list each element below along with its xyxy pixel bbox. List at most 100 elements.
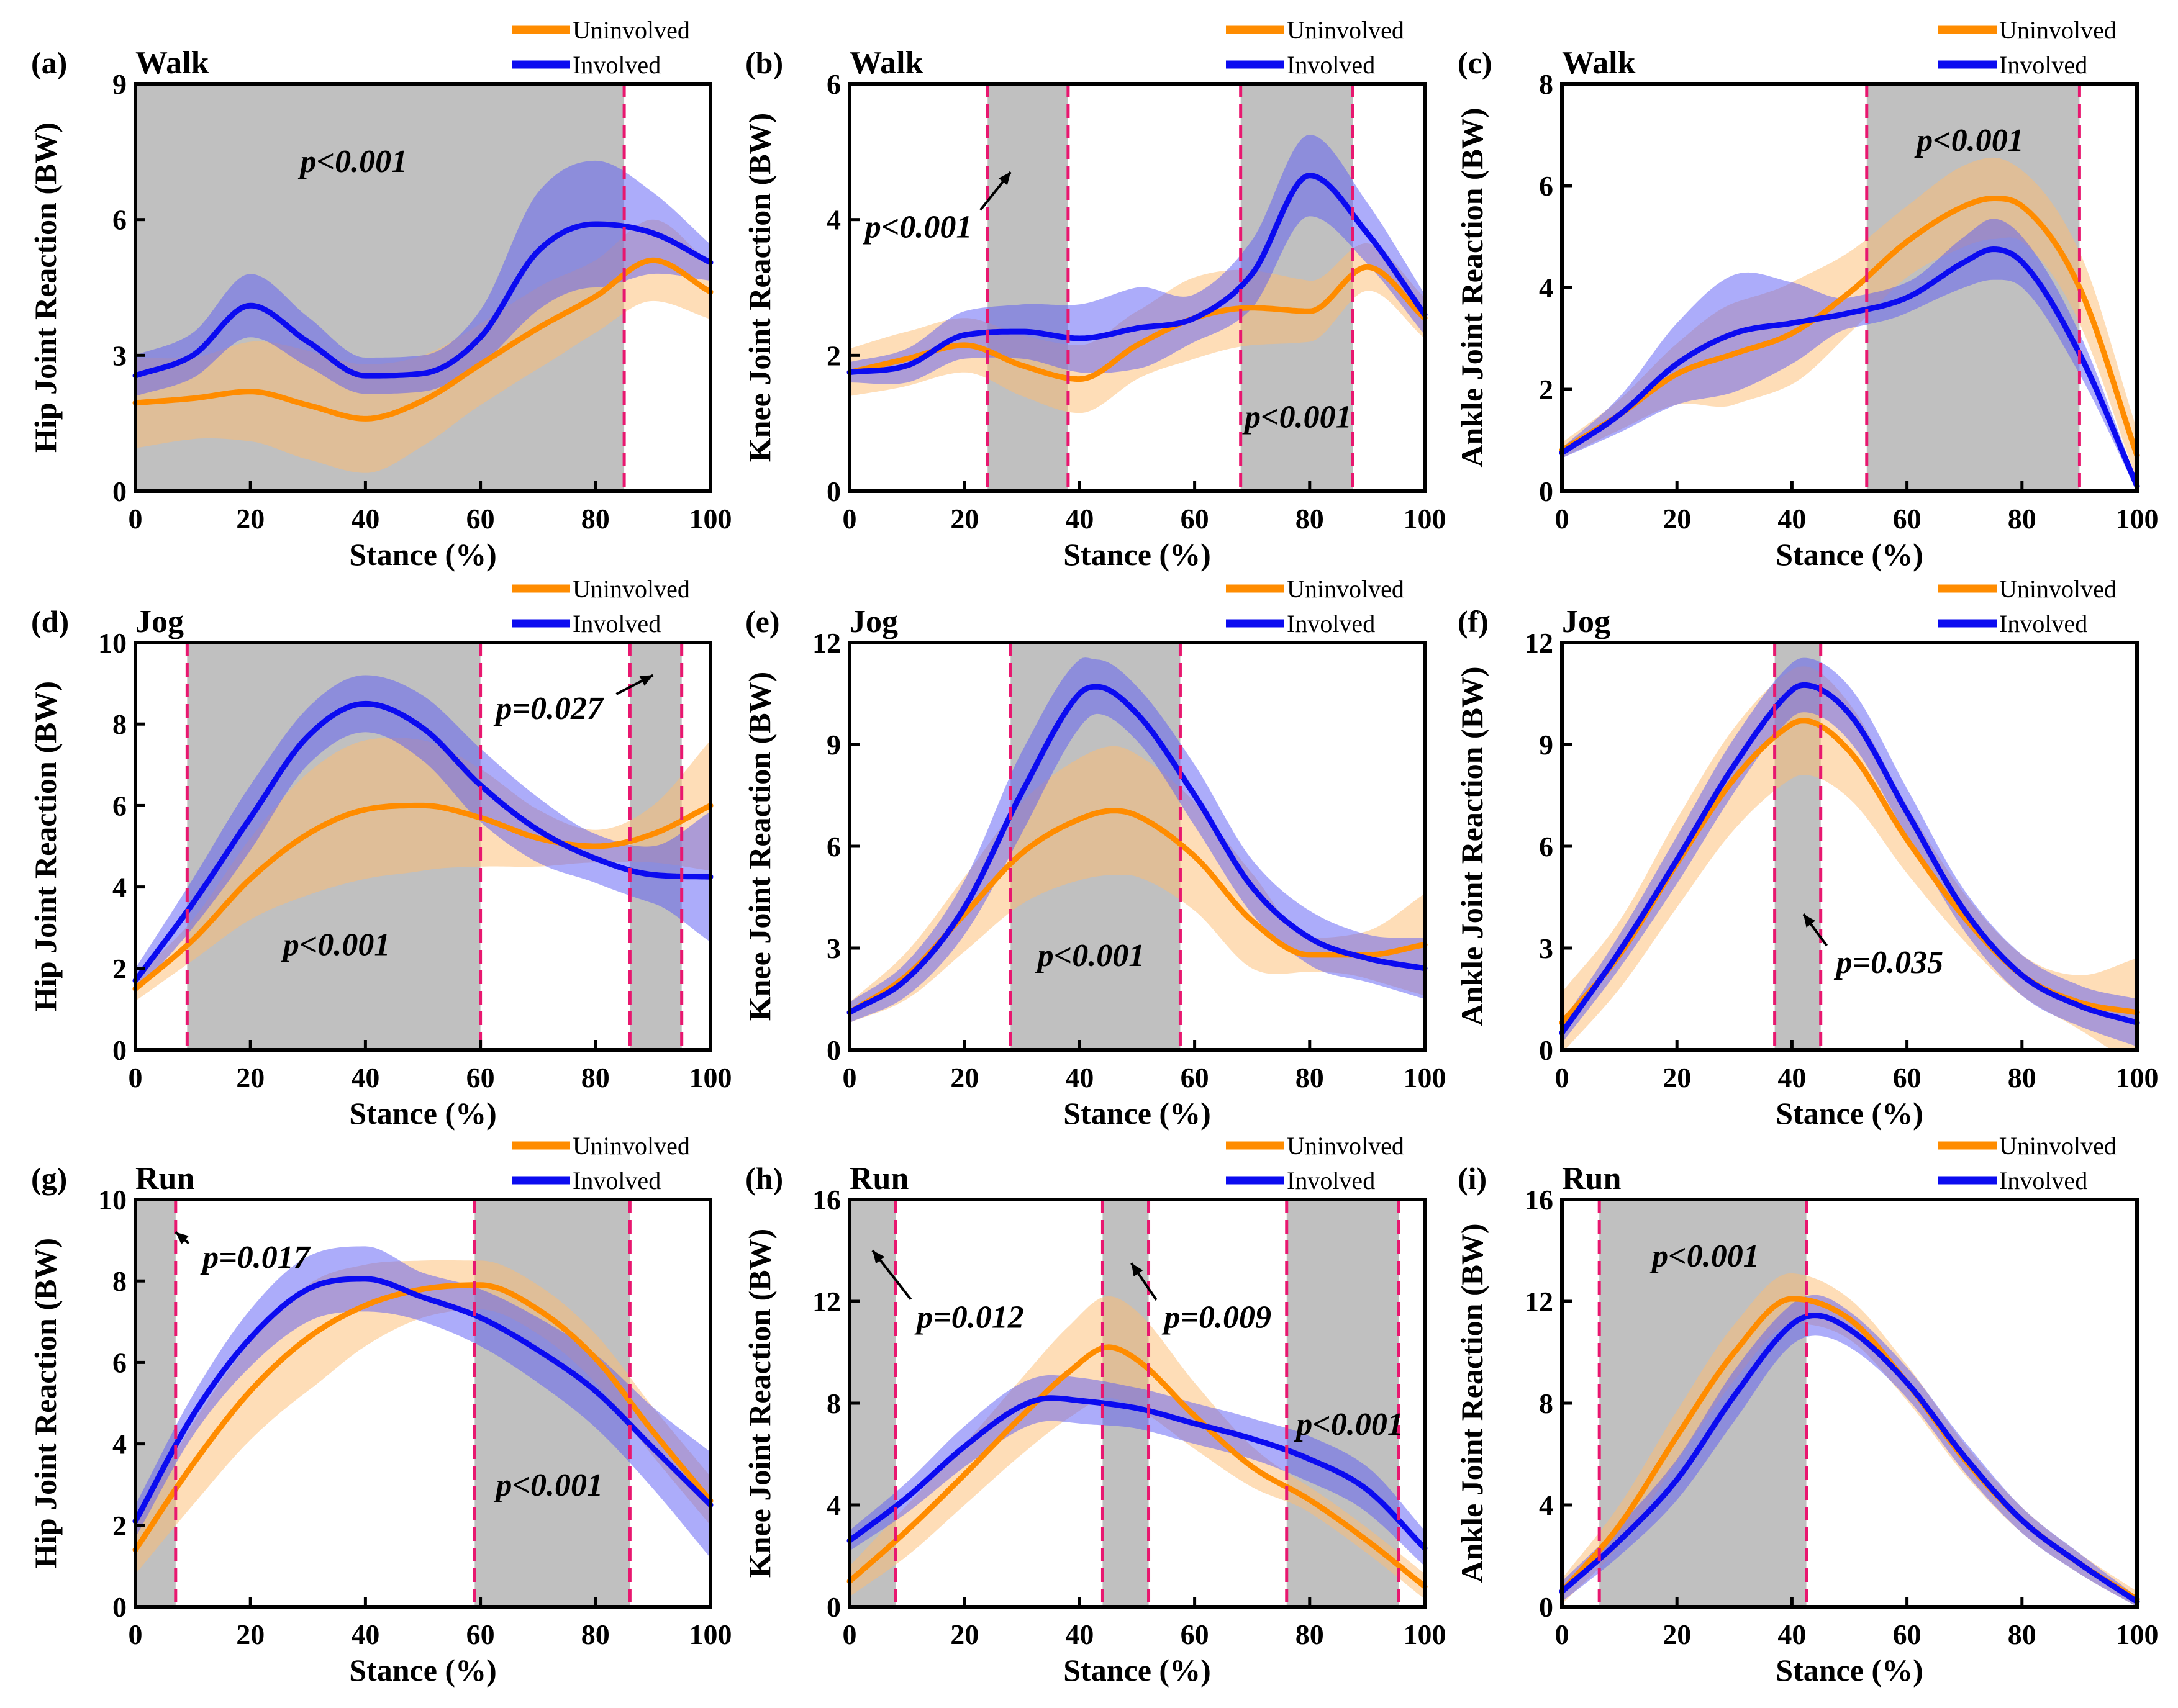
panel-label: (d) bbox=[31, 604, 69, 639]
y-tick-label: 12 bbox=[1525, 1286, 1553, 1317]
panel-label: (g) bbox=[31, 1161, 67, 1196]
y-tick-label: 0 bbox=[1539, 476, 1553, 507]
panel-label: (c) bbox=[1458, 45, 1492, 80]
legend-involved-label: Involved bbox=[573, 51, 661, 79]
panel-i: 0 20 40 60 80 100 0 4 8 12 16 Stance (%) Ankle Joint… bbox=[1454, 1132, 2159, 1688]
x-tick-label: 0 bbox=[129, 1062, 143, 1093]
panel-h: 0 20 40 60 80 100 0 4 8 12 16 Stance (%) Knee Joint … bbox=[742, 1132, 1446, 1688]
y-tick-label: 6 bbox=[112, 790, 127, 821]
x-tick-label: 40 bbox=[1065, 1619, 1094, 1650]
uninvolved-series-line bbox=[132, 802, 714, 992]
involved-series-line bbox=[846, 684, 1428, 1016]
x-axis-label: Stance (%) bbox=[1776, 1653, 1923, 1688]
y-tick-label: 9 bbox=[1539, 729, 1553, 761]
axes-frame bbox=[848, 82, 1427, 493]
panel-title: Walk bbox=[1562, 45, 1636, 81]
shaded-region bbox=[987, 84, 1068, 491]
x-tick-label: 100 bbox=[1404, 503, 1446, 535]
y-tick-label: 12 bbox=[1525, 627, 1553, 659]
p-value-annotation: p<0.001 bbox=[298, 144, 408, 179]
involved-sd-band bbox=[850, 657, 1425, 1023]
x-tick-label: 100 bbox=[2116, 1619, 2159, 1650]
legend-uninvolved-label: Uninvolved bbox=[1999, 1132, 2117, 1160]
x-axis-label: Stance (%) bbox=[1063, 1096, 1210, 1131]
annotation-arrowhead bbox=[873, 1250, 885, 1264]
y-axis-label: Knee Joint Reaction (BW) bbox=[742, 1229, 777, 1578]
x-tick-label: 20 bbox=[950, 503, 979, 535]
panel-g: 0 20 40 60 80 100 0 2 4 6 8 10 Stance (%) Hip Joint R… bbox=[28, 1132, 732, 1688]
x-tick-label: 60 bbox=[466, 503, 495, 535]
x-tick-label: 80 bbox=[1295, 1062, 1324, 1093]
x-tick-label: 60 bbox=[1181, 1062, 1209, 1093]
x-tick-label: 100 bbox=[2116, 503, 2159, 535]
x-tick-label: 40 bbox=[1065, 1062, 1094, 1093]
y-tick-label: 16 bbox=[1525, 1184, 1553, 1216]
y-axis-label: Knee Joint Reaction (BW) bbox=[742, 113, 777, 462]
legend-uninvolved-label: Uninvolved bbox=[573, 575, 690, 603]
involved-series-line bbox=[846, 173, 1428, 376]
x-tick-label: 60 bbox=[1893, 1619, 1922, 1650]
axes-frame bbox=[134, 1198, 712, 1609]
involved-series-line bbox=[1559, 682, 2140, 1036]
panel-title: Jog bbox=[135, 604, 184, 639]
legend-uninvolved-label: Uninvolved bbox=[573, 16, 690, 44]
y-tick-label: 6 bbox=[112, 204, 127, 236]
legend-involved-label: Involved bbox=[1287, 610, 1375, 638]
y-tick-label: 4 bbox=[1539, 272, 1553, 304]
y-tick-label: 8 bbox=[1539, 68, 1553, 100]
y-tick-label: 2 bbox=[1539, 374, 1553, 405]
x-tick-label: 40 bbox=[351, 503, 379, 535]
y-tick-label: 16 bbox=[812, 1184, 841, 1216]
p-value-annotation: p=0.035 bbox=[1833, 945, 1943, 980]
legend-uninvolved-label: Uninvolved bbox=[1287, 16, 1404, 44]
x-tick-label: 60 bbox=[466, 1062, 495, 1093]
p-value-annotation: p<0.001 bbox=[1035, 938, 1145, 974]
involved-series-line bbox=[132, 221, 714, 379]
y-axis-label: Ankle Joint Reaction (BW) bbox=[1454, 666, 1489, 1026]
y-tick-label: 0 bbox=[827, 1591, 841, 1623]
y-axis-label: Hip Joint Reaction (BW) bbox=[28, 122, 63, 453]
x-tick-label: 40 bbox=[1777, 1619, 1806, 1650]
x-tick-label: 0 bbox=[843, 1619, 857, 1650]
annotation-arrowhead bbox=[175, 1232, 189, 1245]
p-value-annotation: p<0.001 bbox=[493, 1468, 603, 1503]
legend-uninvolved-label: Uninvolved bbox=[1287, 575, 1404, 603]
x-tick-label: 0 bbox=[1555, 1619, 1569, 1650]
y-tick-label: 0 bbox=[827, 1034, 841, 1066]
y-tick-label: 4 bbox=[827, 204, 841, 236]
legend-involved-label: Involved bbox=[1999, 610, 2087, 638]
panel-label: (e) bbox=[745, 604, 780, 639]
y-axis-label: Ankle Joint Reaction (BW) bbox=[1454, 107, 1489, 467]
involved-sd-band bbox=[1562, 219, 2137, 491]
y-tick-label: 3 bbox=[1539, 933, 1553, 964]
panel-a: 0 20 40 60 80 100 0 3 6 9 Stance (%) Hip Joint Reac… bbox=[28, 16, 732, 572]
x-tick-label: 20 bbox=[950, 1619, 979, 1650]
x-axis-label: Stance (%) bbox=[349, 1653, 496, 1688]
x-tick-label: 20 bbox=[950, 1062, 979, 1093]
y-tick-label: 4 bbox=[1539, 1489, 1553, 1521]
x-tick-label: 100 bbox=[689, 1619, 732, 1650]
x-tick-label: 80 bbox=[2008, 1062, 2036, 1093]
y-tick-label: 3 bbox=[827, 933, 841, 964]
legend-uninvolved-label: Uninvolved bbox=[1287, 1132, 1404, 1160]
x-axis-label: Stance (%) bbox=[1063, 537, 1210, 572]
x-axis-label: Stance (%) bbox=[1063, 1653, 1210, 1688]
x-tick-label: 100 bbox=[2116, 1062, 2159, 1093]
x-tick-label: 100 bbox=[689, 503, 732, 535]
x-tick-label: 100 bbox=[689, 1062, 732, 1093]
x-tick-label: 0 bbox=[129, 503, 143, 535]
x-tick-label: 20 bbox=[236, 1619, 265, 1650]
p-value-annotation: p=0.017 bbox=[200, 1240, 311, 1275]
y-tick-label: 9 bbox=[827, 729, 841, 761]
legend-uninvolved-label: Uninvolved bbox=[1999, 575, 2117, 603]
y-tick-label: 6 bbox=[112, 1347, 127, 1378]
y-axis-label: Knee Joint Reaction (BW) bbox=[742, 672, 777, 1021]
legend-involved-label: Involved bbox=[573, 1167, 661, 1195]
y-tick-label: 0 bbox=[1539, 1034, 1553, 1066]
panel-e: 0 20 40 60 80 100 0 3 6 9 12 Stance (%) Knee Joint R… bbox=[742, 575, 1446, 1131]
x-tick-label: 100 bbox=[1404, 1619, 1446, 1650]
p-value-annotation: p<0.001 bbox=[1294, 1407, 1404, 1442]
y-tick-label: 4 bbox=[112, 872, 127, 903]
x-tick-label: 60 bbox=[1893, 503, 1922, 535]
panel-title: Jog bbox=[1562, 604, 1610, 639]
